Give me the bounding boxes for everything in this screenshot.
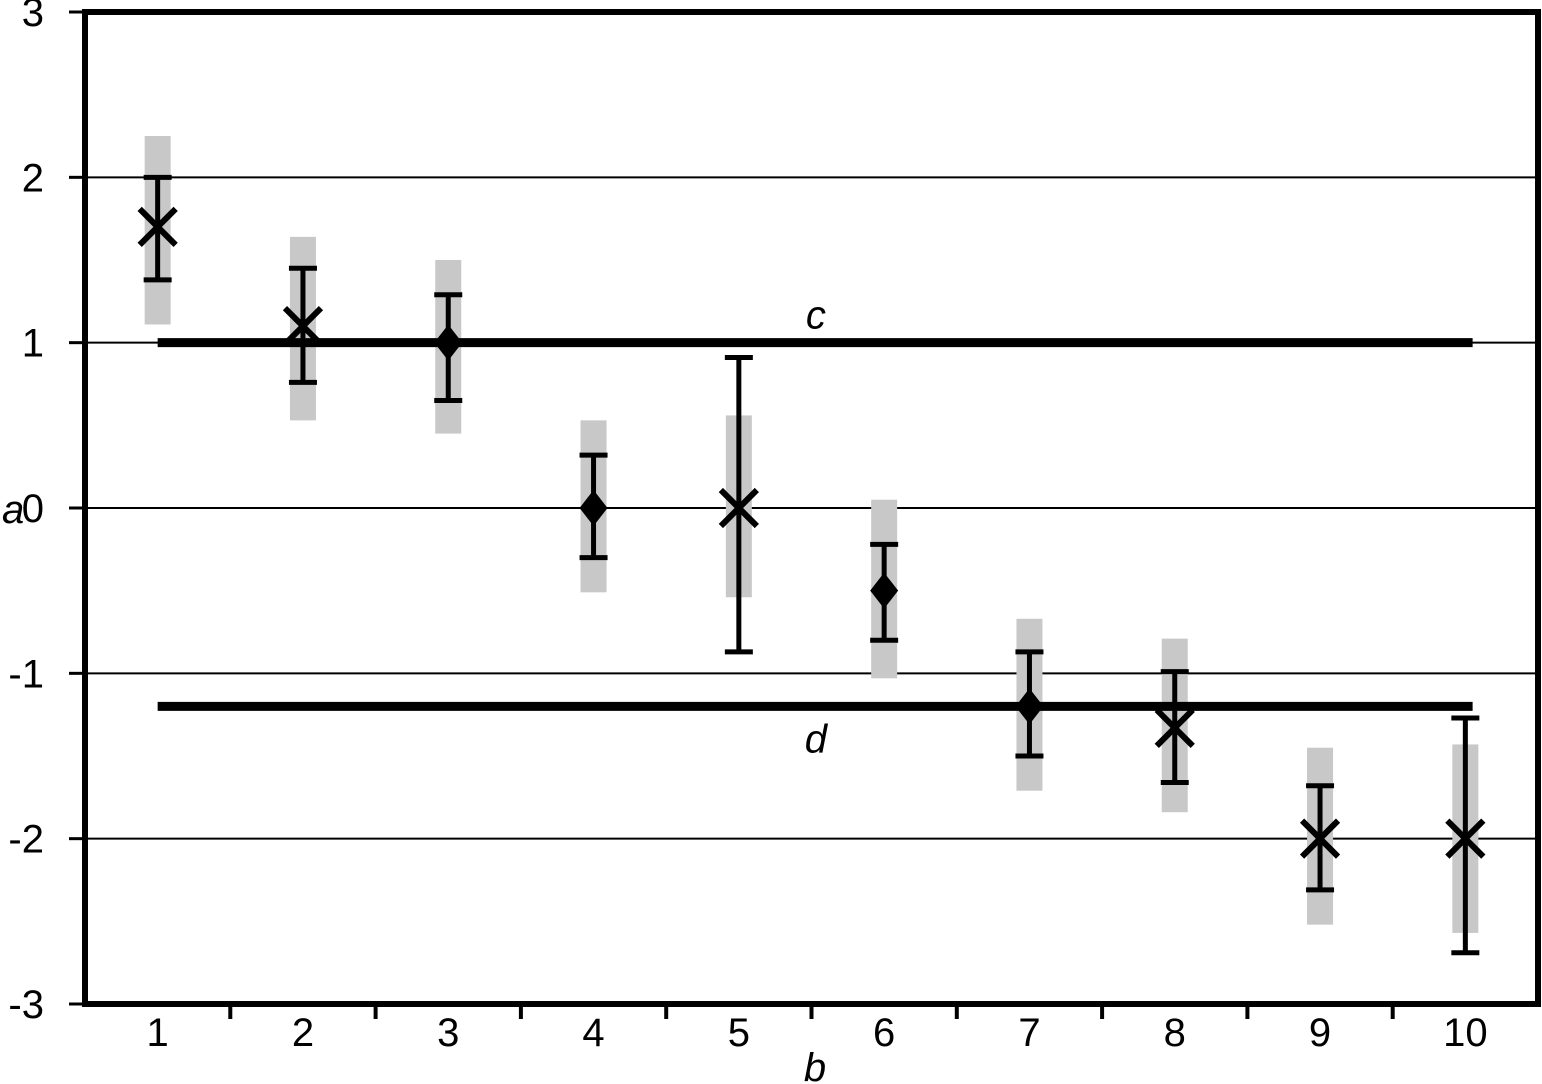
marker-diamond <box>1015 688 1044 725</box>
x-tick-label: 2 <box>292 1011 314 1055</box>
marker-x <box>282 306 324 347</box>
x-tick-label: 1 <box>147 1011 169 1055</box>
y-tick-label: 3 <box>22 0 44 35</box>
x-tick-label: 10 <box>1443 1011 1488 1055</box>
x-tick-label: 9 <box>1309 1011 1331 1055</box>
y-tick-label: -1 <box>8 652 44 696</box>
x-tick-label: 5 <box>728 1011 750 1055</box>
y-tick-label: 1 <box>22 322 44 366</box>
marker-x <box>1299 818 1341 859</box>
y-tick-label: -2 <box>8 818 44 862</box>
y-tick-label: 2 <box>22 156 44 200</box>
reference-line-label-c: c <box>806 294 826 338</box>
reference-line-label-d: d <box>805 717 829 761</box>
x-tick-label: 6 <box>873 1011 895 1055</box>
x-tick-label: 7 <box>1018 1011 1040 1055</box>
marker-x <box>1154 707 1195 749</box>
marker-x <box>137 206 178 248</box>
marker-x <box>1445 818 1486 859</box>
y-tick-label: 0 <box>22 487 44 531</box>
x-tick-label: 8 <box>1164 1011 1186 1055</box>
y-axis-title: a <box>2 488 25 532</box>
x-tick-label: 4 <box>582 1011 604 1055</box>
y-tick-label: -3 <box>8 983 44 1027</box>
marker-diamond <box>579 490 608 526</box>
x-tick-label: 3 <box>437 1011 459 1055</box>
marker-diamond <box>434 324 463 361</box>
x-axis-title: b <box>803 1046 827 1084</box>
marker-diamond <box>870 572 899 609</box>
marker-x <box>718 487 759 529</box>
